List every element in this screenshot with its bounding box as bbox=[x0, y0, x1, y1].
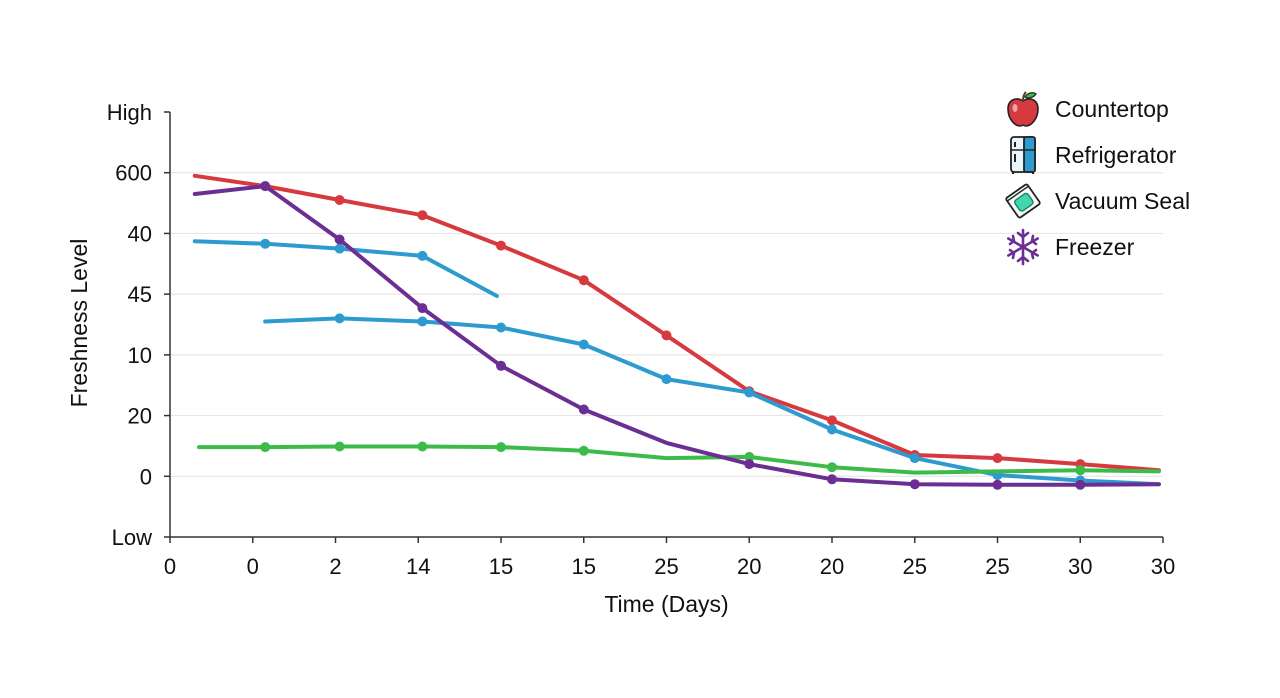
refrigerator-line bbox=[192, 239, 499, 298]
x-tick-label: 15 bbox=[572, 554, 596, 579]
x-tick-label: 15 bbox=[489, 554, 513, 579]
series-countertop bbox=[192, 173, 1161, 473]
freezer-point bbox=[992, 479, 1003, 490]
freezer-point bbox=[578, 404, 589, 415]
series-freezer bbox=[192, 181, 1161, 490]
series-refrigerator bbox=[192, 238, 1161, 487]
legend-label: Refrigerator bbox=[1055, 141, 1177, 168]
legend-item-vacuum-seal: Vacuum Seal bbox=[1003, 178, 1190, 224]
freezer-point bbox=[334, 234, 345, 245]
vacuum-seal-point bbox=[260, 442, 271, 453]
x-tick-label: 30 bbox=[1151, 554, 1175, 579]
freezer-point bbox=[496, 360, 506, 371]
x-tick-label: 30 bbox=[1068, 554, 1092, 579]
y-tick-label: 10 bbox=[128, 343, 152, 368]
refrigerator-line bbox=[263, 316, 1161, 487]
x-tick-label: 20 bbox=[737, 554, 761, 579]
x-tick-label: 2 bbox=[329, 554, 341, 579]
refrigerator-point bbox=[417, 316, 428, 327]
y-tick-label: 45 bbox=[128, 282, 152, 307]
refrigerator-point bbox=[334, 313, 345, 324]
x-tick-label: 20 bbox=[820, 554, 844, 579]
refrigerator-point bbox=[909, 453, 920, 464]
countertop-point bbox=[496, 240, 506, 251]
refrigerator-point bbox=[496, 322, 506, 333]
refrigerator-point bbox=[578, 339, 589, 350]
y-axis-title: Freshness Level bbox=[66, 239, 92, 408]
countertop-point bbox=[827, 415, 837, 426]
freezer-point bbox=[744, 459, 755, 470]
snowflake-icon bbox=[1007, 228, 1040, 266]
refrigerator-point bbox=[744, 387, 755, 398]
refrigerator-point bbox=[827, 424, 837, 435]
chart-legend: Countertop Refrigerator Vacuum Seal bbox=[1003, 86, 1190, 270]
y-tick-label: Low bbox=[112, 525, 152, 550]
vacuum-seal-point bbox=[417, 441, 428, 452]
x-tick-label: 25 bbox=[985, 554, 1009, 579]
y-tick-labels: Low 0 20 10 45 40 600 High bbox=[107, 100, 170, 550]
y-tick-label: 20 bbox=[128, 404, 152, 429]
apple-icon bbox=[1007, 91, 1039, 127]
x-tick-label: 0 bbox=[247, 554, 259, 579]
legend-label: Vacuum Seal bbox=[1055, 187, 1191, 214]
freezer-point bbox=[417, 303, 428, 314]
y-tick-label: 40 bbox=[128, 221, 152, 246]
x-tick-labels: 0 0 2 14 15 15 25 20 20 25 25 30 30 bbox=[164, 537, 1175, 579]
freezer-point bbox=[909, 479, 920, 490]
legend-item-refrigerator: Refrigerator bbox=[1003, 132, 1190, 178]
countertop-point bbox=[661, 330, 672, 341]
refrigerator-icon bbox=[1010, 136, 1036, 174]
vacuum-seal-point bbox=[334, 441, 345, 452]
vacuum-seal-point bbox=[578, 445, 589, 456]
refrigerator-point bbox=[260, 238, 271, 249]
freezer-point bbox=[260, 181, 271, 192]
y-tick-label: High bbox=[107, 100, 152, 125]
vacuum-seal-point bbox=[744, 451, 755, 462]
vacuum-seal-icon bbox=[1005, 183, 1041, 219]
series-vacuum-seal bbox=[197, 441, 1161, 476]
countertop-point bbox=[334, 195, 345, 205]
legend-item-countertop: Countertop bbox=[1003, 86, 1190, 132]
y-tick-label: 600 bbox=[115, 161, 152, 186]
freezer-point bbox=[1075, 479, 1086, 490]
vacuum-seal-point bbox=[1075, 465, 1086, 476]
countertop-point bbox=[992, 453, 1003, 464]
x-tick-label: 14 bbox=[406, 554, 430, 579]
series-lines bbox=[192, 173, 1161, 490]
legend-label: Freezer bbox=[1055, 233, 1135, 260]
legend-label: Countertop bbox=[1055, 95, 1169, 122]
refrigerator-point bbox=[334, 243, 345, 254]
freezer-point bbox=[827, 474, 837, 485]
countertop-point bbox=[578, 275, 589, 286]
x-axis-title: Time (Days) bbox=[604, 591, 728, 617]
x-tick-label: 25 bbox=[903, 554, 927, 579]
countertop-point bbox=[417, 210, 428, 221]
x-tick-label: 25 bbox=[654, 554, 678, 579]
legend-item-freezer: Freezer bbox=[1003, 224, 1190, 270]
refrigerator-point bbox=[417, 250, 428, 261]
x-tick-label: 0 bbox=[164, 554, 176, 579]
y-tick-label: 0 bbox=[140, 464, 152, 489]
vacuum-seal-point bbox=[496, 442, 506, 453]
refrigerator-point bbox=[661, 374, 672, 385]
vacuum-seal-point bbox=[827, 462, 837, 473]
